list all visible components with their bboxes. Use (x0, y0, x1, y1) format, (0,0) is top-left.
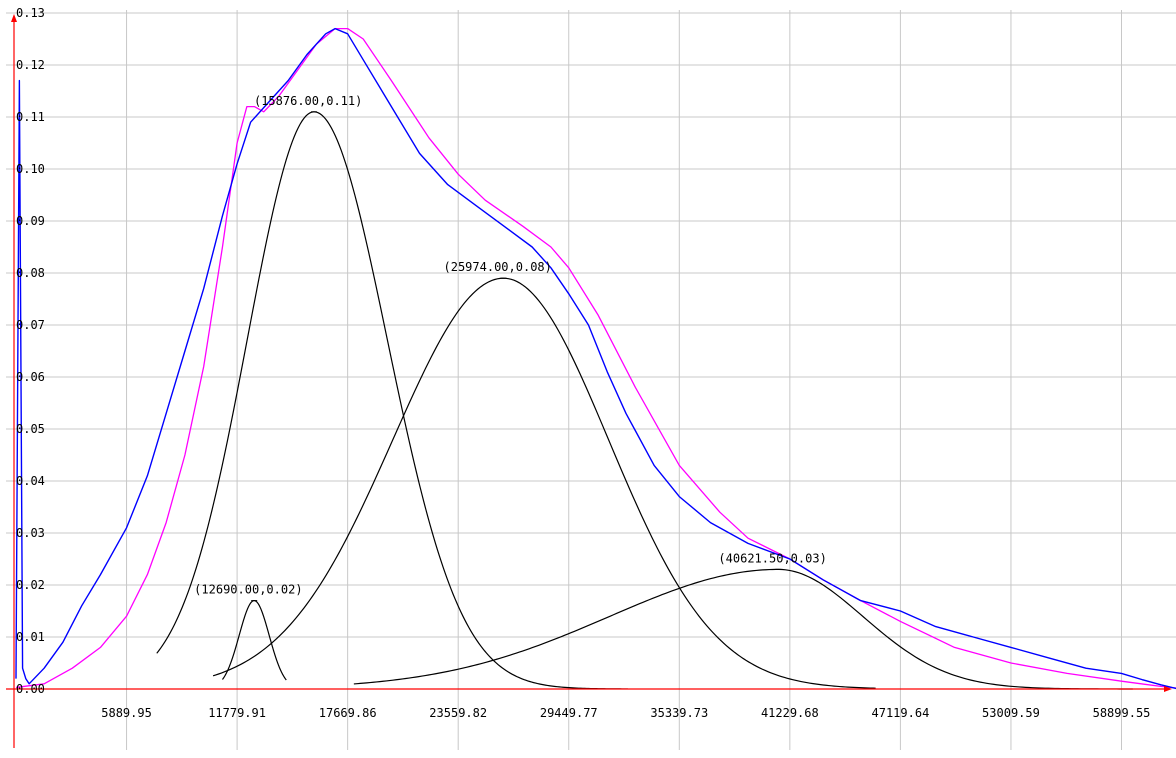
y-tick-label: 0.02 (16, 578, 45, 592)
component-curves (156, 111, 1133, 690)
y-tick-label: 0.11 (16, 110, 45, 124)
peak-label: (12690.00,0.02) (194, 583, 302, 597)
x-tick-label: 58899.55 (1093, 706, 1151, 720)
y-tick-label: 0.08 (16, 266, 45, 280)
y-tick-label: 0.12 (16, 58, 45, 72)
y-tick-label: 0.03 (16, 526, 45, 540)
component-curve (156, 111, 628, 690)
y-tick-label: 0.10 (16, 162, 45, 176)
x-axis-arrow (1164, 686, 1172, 692)
gridlines (6, 10, 1176, 750)
x-tick-label: 23559.82 (429, 706, 487, 720)
labels: 5889.95 11779.91 17669.86 23559.82 29449.77 3… (16, 6, 1150, 720)
y-axis-arrow (11, 14, 17, 22)
y-tick-label: 0.00 (16, 682, 45, 696)
y-tick-label: 0.05 (16, 422, 45, 436)
x-tick-label: 5889.95 (101, 706, 152, 720)
peak-label: (15876.00,0.11) (254, 94, 362, 108)
fit-curve-layer (15, 27, 1176, 689)
x-tick-label: 47119.64 (872, 706, 930, 720)
component-curve (353, 568, 1133, 690)
y-tick-label: 0.13 (16, 6, 45, 20)
x-tick-label: 17669.86 (319, 706, 377, 720)
peak-label: (40621.50,0.03) (718, 551, 826, 565)
x-tick-label: 53009.59 (982, 706, 1040, 720)
y-tick-label: 0.01 (16, 630, 45, 644)
measured-curve (15, 27, 1176, 690)
y-tick-label: 0.09 (16, 214, 45, 228)
fit-curve (15, 27, 1176, 689)
x-tick-label: 35339.73 (650, 706, 708, 720)
component-curve (212, 277, 876, 689)
axes (6, 14, 1172, 748)
x-tick-label: 29449.77 (540, 706, 598, 720)
y-tick-label: 0.04 (16, 474, 45, 488)
peak-label: (25974.00,0.08) (444, 260, 552, 274)
y-tick-label: 0.06 (16, 370, 45, 384)
x-tick-label: 11779.91 (208, 706, 266, 720)
y-tick-label: 0.07 (16, 318, 45, 332)
x-tick-label: 41229.68 (761, 706, 819, 720)
measured-curve-layer (15, 27, 1176, 690)
